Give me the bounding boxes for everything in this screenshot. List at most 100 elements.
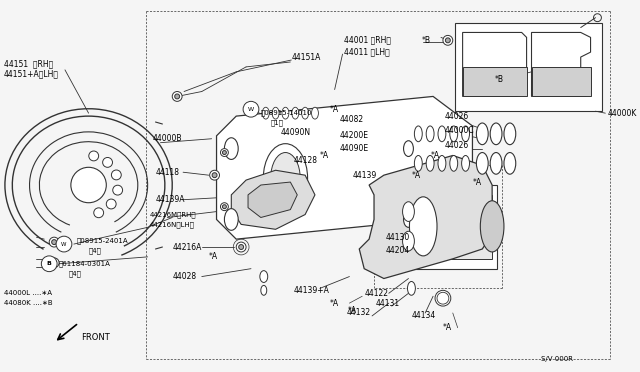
Ellipse shape (438, 126, 446, 142)
Text: B: B (47, 261, 52, 266)
Polygon shape (216, 96, 472, 239)
Circle shape (56, 236, 72, 252)
Text: 44151+A〈LH〉: 44151+A〈LH〉 (4, 69, 59, 78)
Polygon shape (248, 182, 297, 218)
Text: 44200E: 44200E (340, 131, 369, 140)
Text: 44216N〈LH〉: 44216N〈LH〉 (150, 221, 195, 228)
Text: Ⓦ08915-14010: Ⓦ08915-14010 (261, 110, 312, 116)
Text: Ⓧ08915-2401A: Ⓧ08915-2401A (77, 238, 129, 244)
Text: 44000L ....∗A: 44000L ....∗A (4, 290, 52, 296)
Circle shape (437, 292, 449, 304)
Text: *A: *A (330, 105, 339, 114)
Text: *B: *B (495, 75, 504, 84)
Ellipse shape (408, 282, 415, 295)
Text: 44151  〈RH〉: 44151 〈RH〉 (4, 60, 53, 68)
Ellipse shape (461, 155, 470, 171)
Text: *A: *A (412, 171, 420, 180)
Ellipse shape (504, 153, 516, 174)
Ellipse shape (438, 155, 446, 171)
Text: *A: *A (209, 252, 218, 262)
Text: Ⓐ61184-0301A: Ⓐ61184-0301A (59, 260, 111, 267)
Ellipse shape (426, 126, 434, 142)
Ellipse shape (450, 126, 458, 142)
Ellipse shape (271, 153, 300, 204)
Circle shape (435, 290, 451, 306)
Text: 44122: 44122 (364, 289, 388, 298)
Text: 44026: 44026 (445, 141, 469, 150)
Ellipse shape (450, 155, 458, 171)
Ellipse shape (481, 201, 504, 252)
Text: W: W (248, 107, 254, 112)
Text: *A: *A (431, 151, 440, 160)
Polygon shape (463, 67, 527, 96)
Polygon shape (531, 32, 591, 96)
Ellipse shape (225, 138, 238, 160)
Text: 44151A: 44151A (291, 52, 321, 61)
Text: 44082: 44082 (340, 115, 364, 124)
Ellipse shape (312, 107, 319, 119)
Text: 、1。: 、1。 (271, 120, 284, 126)
Circle shape (52, 260, 56, 265)
Text: W: W (61, 241, 67, 247)
Circle shape (210, 170, 220, 180)
Ellipse shape (476, 153, 488, 174)
Circle shape (175, 94, 180, 99)
Text: 44139A: 44139A (156, 195, 185, 204)
Text: *A: *A (330, 299, 339, 308)
Ellipse shape (225, 209, 238, 230)
Ellipse shape (403, 231, 414, 251)
Text: 44011 〈LH〉: 44011 〈LH〉 (344, 48, 390, 57)
Ellipse shape (261, 285, 267, 295)
Text: 44139+A: 44139+A (293, 286, 329, 295)
Ellipse shape (282, 107, 289, 119)
Polygon shape (359, 155, 492, 279)
Text: *B: *B (421, 36, 430, 45)
Text: *A: *A (348, 305, 356, 314)
Text: 44000K: 44000K (607, 109, 637, 118)
Text: S/V 000R: S/V 000R (541, 356, 573, 362)
Text: 44028: 44028 (172, 272, 196, 281)
Text: 44131: 44131 (376, 299, 400, 308)
Text: 44134: 44134 (412, 311, 436, 320)
Ellipse shape (414, 126, 422, 142)
Text: 、4。: 、4。 (69, 270, 82, 277)
Circle shape (94, 208, 104, 218)
Circle shape (42, 256, 57, 272)
Ellipse shape (263, 144, 308, 212)
Polygon shape (231, 170, 315, 229)
Text: *A: *A (472, 177, 481, 187)
Bar (423, 195, 492, 259)
Ellipse shape (260, 271, 268, 282)
Circle shape (49, 258, 59, 268)
Circle shape (111, 170, 121, 180)
Text: 、4。: 、4。 (88, 248, 102, 254)
Ellipse shape (414, 155, 422, 171)
Ellipse shape (461, 126, 470, 142)
Ellipse shape (410, 197, 437, 256)
Ellipse shape (301, 107, 308, 119)
Circle shape (220, 203, 228, 211)
Circle shape (113, 185, 123, 195)
Polygon shape (463, 32, 527, 96)
Ellipse shape (404, 212, 413, 227)
Text: 44000B: 44000B (152, 134, 182, 143)
Text: 44001 〈RH〉: 44001 〈RH〉 (344, 36, 392, 45)
Ellipse shape (272, 107, 279, 119)
Circle shape (52, 240, 56, 244)
Text: 44139: 44139 (353, 171, 376, 180)
Bar (384, 185, 497, 269)
Ellipse shape (292, 107, 299, 119)
Circle shape (223, 205, 227, 209)
Ellipse shape (262, 107, 269, 119)
Circle shape (243, 101, 259, 117)
Polygon shape (531, 67, 591, 96)
Ellipse shape (490, 123, 502, 145)
Text: FRONT: FRONT (81, 333, 109, 342)
Text: *A: *A (320, 151, 329, 160)
Text: 44130: 44130 (386, 232, 410, 242)
Circle shape (106, 199, 116, 209)
Circle shape (89, 151, 99, 161)
Text: 44000C: 44000C (445, 126, 474, 135)
Circle shape (445, 38, 451, 43)
Circle shape (439, 294, 447, 302)
